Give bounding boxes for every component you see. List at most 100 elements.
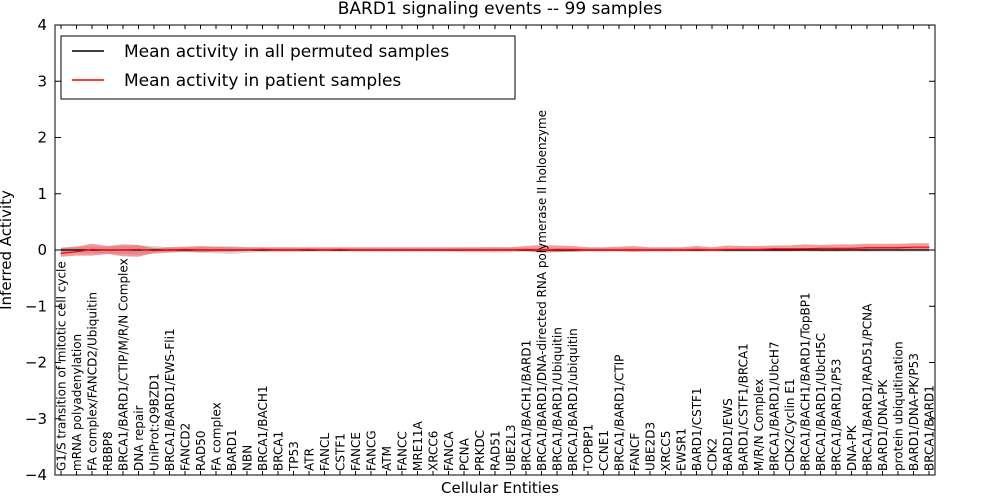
data-point: [633, 249, 636, 251]
data-point: [680, 249, 682, 251]
y-tick-label: 2: [37, 129, 47, 147]
x-tick-label: G1/S transition of mitotic cell cycle: [55, 261, 69, 471]
data-point: [850, 247, 853, 249]
x-tick-label: XRCC6: [427, 431, 441, 471]
x-tick-label: FANCF: [628, 433, 642, 471]
data-point: [354, 249, 357, 251]
data-point: [602, 249, 605, 251]
x-tick-label: CDK2/Cyclin E1: [783, 378, 797, 471]
x-tick-label: BRCA1/BARD1/DNA-directed RNA polymerase …: [535, 110, 549, 471]
x-tick-label: RAD51: [489, 430, 503, 471]
data-point: [571, 248, 574, 251]
x-tick-label: EWSR1: [675, 428, 689, 471]
data-point: [742, 248, 744, 251]
data-point: [478, 249, 481, 251]
data-point: [788, 249, 791, 251]
data-point: [804, 248, 806, 250]
y-tick-label: 1: [37, 185, 47, 203]
data-point: [75, 251, 78, 253]
x-tick-label: DNA-PK: [845, 424, 859, 471]
data-point: [509, 249, 512, 251]
x-tick-label: XRCC5: [659, 431, 673, 471]
data-point: [819, 249, 822, 251]
x-tick-label: BRCA1/BARD1/RAD51/PCNA: [861, 303, 875, 471]
data-point: [881, 249, 884, 251]
x-tick-label: BARD1/CSTF1: [690, 387, 704, 471]
x-tick-label: DNA repair: [132, 405, 146, 471]
x-tick-label: BRCA1/BACH1/BARD1/TopBP1: [799, 292, 813, 471]
data-point: [897, 247, 899, 249]
y-tick-label: 4: [37, 16, 47, 34]
x-tick-label: TP53: [287, 441, 301, 472]
x-axis-label: Cellular Entities: [441, 479, 559, 497]
x-tick-label: BARD1/EWS: [721, 398, 735, 471]
y-tick-label: −4: [25, 466, 47, 484]
x-tick-label: UBE2L3: [504, 424, 518, 471]
x-axis: G1/S transition of mitotic cell cycle mRN…: [55, 25, 937, 475]
x-tick-label: BRCA1/BARD1/EWS-Fli1: [163, 328, 177, 471]
data-point: [91, 248, 93, 251]
x-tick-label: CCNE1: [597, 430, 611, 471]
legend-box: [60, 35, 516, 100]
x-tick-label: BRCA1/BARD1/UbcH5C: [814, 333, 828, 471]
data-point: [416, 249, 419, 251]
data-point: [711, 249, 713, 251]
data-point: [695, 248, 698, 251]
data-point: [788, 248, 791, 250]
data-point: [804, 249, 806, 251]
data-point: [370, 249, 372, 251]
x-tick-label: BRCA1/BACH1/BARD1: [520, 340, 534, 471]
x-tick-label: CDK2: [706, 438, 720, 471]
x-tick-label: FANCE: [349, 432, 363, 471]
data-point: [866, 249, 868, 251]
data-point: [773, 248, 775, 250]
x-tick-label: FA complex: [210, 402, 224, 471]
data-point: [339, 248, 341, 251]
data-point: [261, 248, 264, 251]
y-axis: −4 −3 −2 −1 0 1 2 3 4: [25, 16, 935, 484]
x-tick-label: FANCL: [318, 433, 332, 471]
data-point: [277, 249, 279, 251]
data-point: [540, 249, 543, 251]
lines-layer: [55, 246, 935, 254]
x-tick-label: UBE2D3: [644, 422, 658, 471]
x-tick-label: BRCA1/BARD1/P53: [830, 359, 844, 471]
data-point: [137, 248, 140, 251]
x-tick-label: NBN: [241, 445, 255, 471]
x-tick-label: FANCG: [365, 430, 379, 471]
data-point: [773, 249, 775, 251]
data-point: [618, 249, 620, 251]
data-point: [463, 249, 465, 251]
data-point: [587, 249, 589, 251]
data-point: [168, 249, 171, 251]
x-tick-label: BRCA1/BARD1: [923, 385, 937, 471]
x-tick-label: mRNA polyadenylation: [70, 334, 84, 471]
x-tick-label: TOPBP1: [582, 424, 596, 472]
legend-label-permuted: Mean activity in all permuted samples: [124, 42, 449, 62]
data-point: [664, 249, 667, 251]
x-tick-label: RBBP8: [101, 431, 115, 471]
x-tick-label: FANCD2: [179, 423, 193, 471]
x-tick-label: BRCA1: [272, 431, 286, 471]
x-tick-label: UniProt:Q9BZD1: [148, 373, 162, 471]
data-point: [230, 249, 233, 251]
x-tick-label: BRCA1/BARD1/ubiquitin: [566, 328, 580, 471]
x-tick-label: BARD1/DNA-PK: [876, 379, 890, 471]
data-point: [323, 249, 326, 251]
y-axis-label: Inferred Activity: [0, 190, 15, 310]
data-point: [292, 249, 295, 251]
data-point: [246, 249, 248, 251]
x-tick-label: BARD1/DNA-PK/P53: [907, 353, 921, 471]
data-point: [897, 249, 899, 251]
legend: Mean activity in all permuted samples Me…: [60, 35, 516, 100]
data-point: [60, 252, 62, 254]
data-point: [153, 249, 155, 252]
data-point: [866, 247, 868, 249]
data-point: [850, 249, 853, 251]
data-point: [819, 247, 822, 249]
x-tick-label: FANCC: [396, 431, 410, 471]
x-tick-label: PCNA: [458, 437, 472, 471]
x-tick-label: BRCA1/BACH1: [256, 385, 270, 471]
y-tick-label: 0: [37, 241, 47, 259]
data-point: [556, 248, 558, 251]
